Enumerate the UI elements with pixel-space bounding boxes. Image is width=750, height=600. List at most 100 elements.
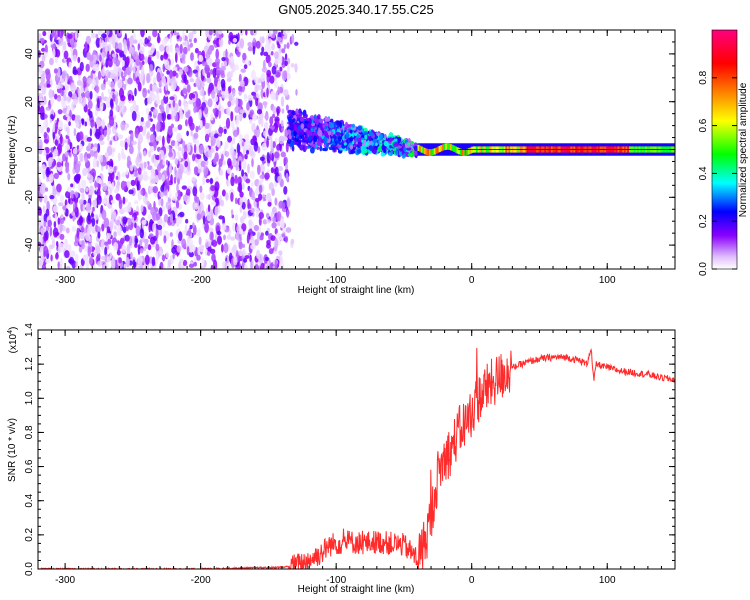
spectrogram-cell (89, 90, 93, 100)
spectrogram-cell (291, 145, 295, 152)
spectrogram-cell (73, 174, 80, 183)
spectrogram-cell (212, 39, 218, 45)
spectrogram-cell (86, 260, 89, 269)
spectrogram-cell (272, 106, 277, 115)
spectrogram-ytick-label: 40 (24, 48, 35, 60)
spectrogram-cell (42, 30, 47, 37)
spectrogram-ytick-label: -40 (24, 237, 35, 252)
spectrogram-cell (95, 128, 101, 140)
spectrogram-ytick-label: -20 (24, 190, 35, 205)
spectrogram-cell (216, 230, 222, 236)
spectrogram-cell (110, 211, 117, 221)
spectrogram-cell (127, 77, 133, 85)
spectrogram-cell (297, 141, 301, 148)
spectrogram-cell (217, 235, 222, 245)
spectrogram-cell (407, 142, 411, 146)
spectrogram-cell (388, 137, 394, 142)
colorbar-tick-label: 0.2 (698, 214, 709, 228)
spectrogram-cell (142, 150, 147, 157)
spectrogram-cell (247, 94, 254, 101)
spectrogram-cell (288, 133, 292, 140)
spectrogram-cell (60, 78, 65, 84)
spectrogram-cell (286, 30, 290, 34)
spectrogram-cell (220, 199, 224, 207)
spectrogram-cell (133, 171, 139, 177)
spectrogram-cell (201, 258, 205, 267)
spectrogram-cell (274, 166, 279, 177)
spectrogram-cell (258, 179, 264, 184)
spectrogram-cell (107, 43, 112, 52)
spectrogram-cell (49, 57, 54, 66)
spectrogram-cell (258, 212, 264, 219)
spectrogram-cell (435, 147, 438, 154)
spectrogram-cell (53, 68, 58, 74)
spectrogram-cell (107, 88, 111, 95)
spectrogram-cell (218, 205, 221, 215)
spectrogram-cell (92, 200, 96, 207)
spectrogram-cell (173, 126, 178, 132)
spectrogram-cell (207, 47, 213, 55)
spectrogram-cell (250, 207, 255, 213)
spectrogram-cell (133, 32, 136, 41)
spectrogram-cell (95, 224, 99, 233)
spectrogram-cell (100, 68, 106, 77)
spectrogram-cell (270, 125, 276, 130)
spectrogram-cell (284, 60, 288, 67)
spectrogram-cell (203, 165, 209, 176)
spectrogram-cell (199, 244, 205, 249)
spectrogram-cell (195, 138, 199, 146)
spectrogram-cell (185, 111, 191, 119)
spectrogram-cell (39, 38, 45, 44)
spectrogram-cell (42, 169, 46, 180)
spectrogram-cell (277, 175, 282, 183)
spectrogram-xlabel: Height of straight line (km) (298, 285, 415, 296)
spectrogram-cell (190, 129, 193, 137)
spectrogram-cell (266, 239, 271, 246)
spectrogram-cell (285, 104, 289, 111)
spectrogram-cell (81, 97, 87, 107)
spectrogram-cell (262, 60, 266, 70)
spectrogram-cell (219, 169, 224, 176)
spectrogram-cell (270, 138, 273, 149)
spectrogram-cell (152, 30, 158, 38)
spectrogram-cell (156, 36, 161, 44)
snr-ytick-label: 0.2 (24, 527, 35, 541)
spectrogram-cell (159, 250, 163, 256)
spectrogram-cell (283, 44, 287, 50)
spectrogram-cell (165, 145, 170, 152)
spectrogram-cell (147, 165, 153, 171)
spectrogram-cell (235, 231, 240, 241)
spectrogram-cell (165, 252, 169, 259)
snr-ytick-label: 0.0 (24, 562, 35, 576)
spectrogram-cell (204, 133, 210, 143)
spectrogram-cell (357, 125, 363, 131)
spectrogram-cell (381, 144, 386, 151)
spectrogram-cell (148, 150, 152, 158)
spectrogram-cell (221, 57, 226, 62)
spectrogram-cell (184, 160, 189, 168)
spectrogram-cell (283, 156, 288, 165)
spectrogram-cell (247, 163, 250, 174)
spectrogram-cell (156, 71, 161, 83)
spectrogram-cell (242, 210, 247, 220)
spectrogram-cell (149, 83, 153, 91)
spectrogram-cell (234, 197, 238, 205)
spectrogram-cell (69, 151, 72, 158)
spectrogram-cell (43, 195, 48, 204)
spectrogram-cell (244, 154, 248, 160)
spectrogram-cell (184, 146, 188, 154)
spectrogram-cell (56, 161, 62, 168)
spectrogram-cell (115, 104, 119, 112)
spectrogram-cell (290, 63, 295, 68)
spectrogram-cell (68, 195, 71, 204)
spectrogram-cell (178, 155, 182, 162)
spectrogram-cell (151, 43, 155, 53)
spectrogram-cell (175, 191, 179, 198)
spectrogram-cell (77, 88, 81, 98)
spectrogram-cell (275, 71, 281, 78)
spectrogram-cell (432, 148, 435, 155)
spectrogram-cell (106, 161, 111, 166)
spectrogram-cell (276, 36, 282, 42)
spectrogram-cell (84, 156, 88, 163)
snr-yscale-exp: 4 (7, 330, 14, 334)
